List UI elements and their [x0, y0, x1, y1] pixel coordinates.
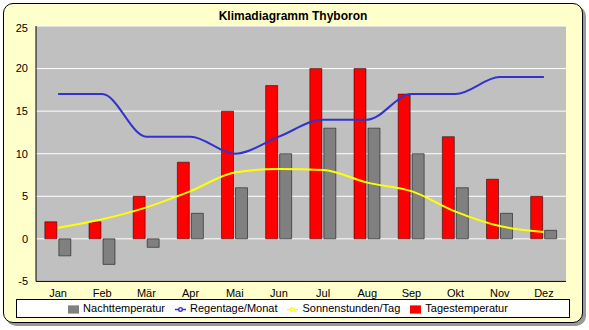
svg-text:10: 10: [16, 148, 28, 160]
html-text:Nachttemperatur: Nachttemperatur: [83, 302, 165, 315]
html-text:Klimadiagramm Thyboron: Klimadiagramm Thyboron: [218, 9, 368, 23]
svg-text:Okt: Okt: [447, 287, 464, 299]
svg-text:25: 25: [16, 22, 28, 34]
svg-text:Jun: Jun: [270, 287, 288, 299]
svg-text:Mai: Mai: [226, 287, 244, 299]
svg-text:Dez: Dez: [534, 287, 554, 299]
svg-text:5: 5: [22, 190, 28, 202]
svg-text:Jul: Jul: [316, 287, 330, 299]
svg-text:20: 20: [16, 62, 28, 74]
svg-text:Apr: Apr: [182, 287, 199, 299]
html-text:Sonnenstunden/Tag: Sonnenstunden/Tag: [302, 302, 401, 315]
svg-text:Mär: Mär: [137, 287, 156, 299]
svg-text:Feb: Feb: [93, 287, 112, 299]
html-text:Regentage/Monat: Regentage/Monat: [190, 302, 278, 315]
svg-text:Jan: Jan: [49, 287, 67, 299]
html-text:Tagestemperatur: Tagestemperatur: [425, 302, 508, 315]
svg-text:Sep: Sep: [402, 287, 422, 299]
svg-text:0: 0: [22, 233, 28, 245]
svg-text:Aug: Aug: [357, 287, 377, 299]
svg-text:-5: -5: [18, 275, 28, 287]
svg-text:15: 15: [16, 105, 28, 117]
svg-text:Nov: Nov: [490, 287, 510, 299]
